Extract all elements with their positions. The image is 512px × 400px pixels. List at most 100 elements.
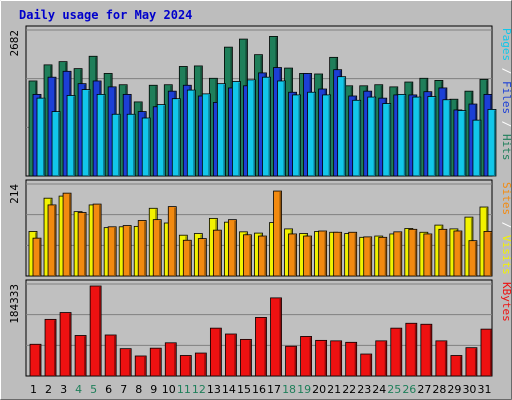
kbytes-bar-shade-kbytes-day-9 <box>159 349 161 376</box>
day-label-18: 18 <box>282 383 296 396</box>
visits-bar-sites-day-2 <box>47 204 57 277</box>
hits-panel: 2682 Pages / Files / Hits <box>8 25 512 177</box>
hits-bar-shade-pages-day-16 <box>268 78 270 176</box>
kbytes-bar-shade-kbytes-day-29 <box>459 356 462 376</box>
visits-bar-sites-day-5 <box>92 203 102 277</box>
hits-bar-shade-pages-day-3 <box>73 96 75 176</box>
kbytes-bar-kbytes-day-9 <box>149 347 162 377</box>
kbytes-bar-kbytes-day-5 <box>89 285 102 377</box>
hits-bar-shade-pages-day-31 <box>493 110 496 176</box>
visits-bar-sites-day-3 <box>62 192 72 277</box>
hits-bar-pages-day-7 <box>126 113 136 177</box>
hits-bar-shade-pages-day-19 <box>313 93 316 176</box>
day-label-2: 2 <box>45 383 52 396</box>
kbytes-bar-shade-kbytes-day-3 <box>69 313 71 376</box>
kbytes-bar-shade-kbytes-day-12 <box>204 354 206 376</box>
side-label-part: Sites <box>500 182 512 215</box>
visits-bar-sites-day-25 <box>393 231 403 277</box>
day-label-3: 3 <box>60 383 67 396</box>
visits-bar-shade-sites-day-29 <box>459 232 462 276</box>
kbytes-bar-shade-kbytes-day-23 <box>369 355 372 376</box>
visits-bar-sites-day-1 <box>32 237 42 277</box>
hits-series-pages <box>36 76 497 177</box>
visits-bar-shade-sites-day-5 <box>99 205 101 276</box>
visits-bar-sites-day-27 <box>423 233 433 277</box>
hits-bar-shade-pages-day-21 <box>343 77 346 176</box>
kbytes-bar-kbytes-day-27 <box>420 323 433 377</box>
day-label-19: 19 <box>297 383 311 396</box>
hits-side-label: Pages / Files / Hits <box>500 28 512 161</box>
hits-bar-shade-pages-day-30 <box>478 121 481 176</box>
day-label-15: 15 <box>237 383 251 396</box>
visits-bar-sites-day-22 <box>348 231 358 277</box>
hits-bar-shade-pages-day-14 <box>238 82 240 176</box>
hits-bar-pages-day-6 <box>111 113 121 177</box>
hits-bar-pages-day-14 <box>232 81 241 177</box>
visits-bar-shade-sites-day-30 <box>474 241 477 276</box>
visits-bar-shade-sites-day-15 <box>249 235 251 276</box>
kbytes-bar-kbytes-day-13 <box>209 327 222 377</box>
visits-bar-shade-sites-day-9 <box>159 220 161 276</box>
hits-bar-pages-day-23 <box>367 96 377 177</box>
day-label-11: 11 <box>177 383 191 396</box>
visits-bar-sites-day-30 <box>468 240 478 277</box>
kbytes-bar-shade-kbytes-day-4 <box>84 336 86 376</box>
chart-panels: 2682 Pages / Files / Hits 214 Sites / Visit… <box>8 25 512 377</box>
day-label-9: 9 <box>150 383 157 396</box>
day-label-28: 28 <box>432 383 446 396</box>
visits-bar-sites-day-14 <box>228 219 237 277</box>
hits-bar-shade-pages-day-18 <box>298 95 301 176</box>
kbytes-bar-kbytes-day-20 <box>315 339 328 377</box>
hits-bar-shade-pages-day-6 <box>118 115 120 176</box>
kbytes-bar-kbytes-day-19 <box>300 336 312 377</box>
visits-series-sites <box>32 190 493 277</box>
day-label-20: 20 <box>312 383 326 396</box>
day-label-21: 21 <box>327 383 341 396</box>
hits-bar-shade-pages-day-11 <box>193 91 195 176</box>
visits-bar-sites-day-7 <box>122 225 132 277</box>
kbytes-bar-kbytes-day-16 <box>255 317 267 377</box>
hits-bar-shade-pages-day-29 <box>463 111 466 176</box>
day-label-6: 6 <box>105 383 112 396</box>
side-label-part: / <box>500 114 512 134</box>
hits-bar-pages-day-10 <box>171 98 181 177</box>
hits-bar-shade-pages-day-4 <box>88 90 90 176</box>
kbytes-bar-kbytes-day-21 <box>330 340 343 377</box>
day-label-31: 31 <box>477 383 491 396</box>
chart-title: Daily usage for May 2024 <box>19 8 192 22</box>
day-label-29: 29 <box>447 383 461 396</box>
visits-bar-sites-day-15 <box>243 234 252 277</box>
visits-bar-shade-sites-day-1 <box>39 239 41 276</box>
kbytes-bar-kbytes-day-18 <box>285 345 297 377</box>
side-label-part: KBytes <box>500 282 512 322</box>
hits-bar-pages-day-26 <box>412 96 422 177</box>
kbytes-bar-shade-kbytes-day-8 <box>144 356 146 376</box>
visits-bar-shade-sites-day-14 <box>234 220 236 276</box>
hits-bar-pages-day-8 <box>141 117 151 177</box>
side-label-part: Files <box>500 81 512 114</box>
visits-bar-shade-sites-day-18 <box>294 234 297 276</box>
hits-bar-shade-pages-day-27 <box>433 97 436 176</box>
kbytes-bar-kbytes-day-15 <box>240 338 252 377</box>
day-label-24: 24 <box>372 383 386 396</box>
hits-bar-shade-pages-day-15 <box>253 80 255 176</box>
day-label-14: 14 <box>222 383 236 396</box>
hits-bar-pages-day-13 <box>216 83 226 177</box>
kbytes-bar-shade-kbytes-day-19 <box>309 337 312 376</box>
visits-side-label: Sites / Visits <box>500 182 512 275</box>
kbytes-bar-shade-kbytes-day-25 <box>399 329 402 376</box>
hits-bar-pages-day-28 <box>442 99 452 177</box>
day-label-4: 4 <box>75 383 82 396</box>
visits-bar-shade-sites-day-7 <box>129 226 131 276</box>
day-labels: 1 2 3 4 5 6 7 8 9 10 11 12 13 14 15 16 17 18 19 20 21 22 23 24 2… <box>30 383 491 396</box>
kbytes-bar-kbytes-day-28 <box>435 340 448 377</box>
visits-bar-shade-sites-day-26 <box>414 230 417 276</box>
side-label-part: Hits <box>500 134 512 161</box>
kbytes-bar-kbytes-day-25 <box>390 327 403 377</box>
kbytes-bar-kbytes-day-7 <box>119 348 132 377</box>
kbytes-bar-shade-kbytes-day-2 <box>54 320 56 376</box>
kbytes-bar-shade-kbytes-day-5 <box>99 287 101 376</box>
day-label-10: 10 <box>162 383 176 396</box>
visits-bar-sites-day-29 <box>453 230 463 277</box>
hits-bar-pages-day-31 <box>487 109 497 177</box>
